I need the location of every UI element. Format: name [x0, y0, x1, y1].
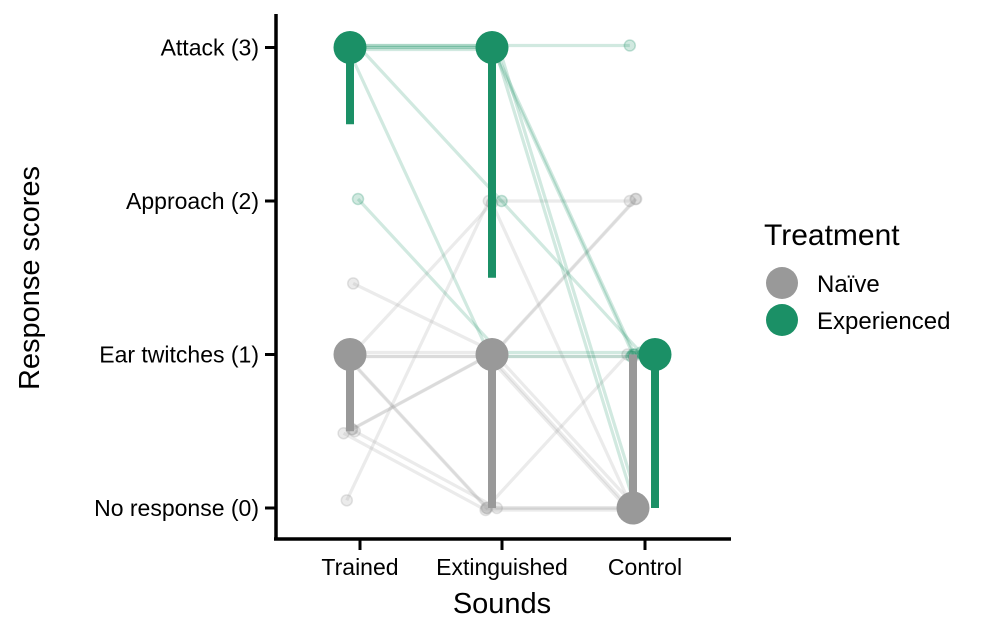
y-tick-label: Attack (3): [161, 35, 259, 61]
individual-point: [495, 194, 508, 208]
range-bars-layer: [346, 47, 659, 508]
x-tick-label: Trained: [321, 554, 398, 580]
legend-key-naive: [766, 267, 798, 299]
individual-point: [629, 192, 643, 206]
y-tick-label: Approach (2): [126, 188, 259, 214]
x-axis-title: Sounds: [453, 588, 551, 620]
individual-line: [358, 46, 644, 356]
x-tick-label: Control: [608, 554, 682, 580]
median-point: [638, 338, 672, 371]
y-axis-title: Response scores: [14, 166, 46, 390]
legend-title: Treatment: [764, 219, 900, 252]
y-axis-ticks: No response (0) Ear twitches (1) Approach …: [94, 35, 276, 521]
individual-line: [342, 431, 627, 512]
median-point: [333, 338, 367, 371]
legend: Treatment Naïve Experienced: [764, 219, 950, 336]
individual-point: [623, 39, 637, 52]
individual-line: [354, 429, 638, 510]
individual-line: [343, 353, 629, 511]
median-point: [475, 31, 509, 64]
legend-key-experienced: [766, 304, 798, 336]
median-point: [475, 338, 509, 371]
median-points-layer: [333, 31, 672, 525]
y-tick-label: No response (0): [94, 495, 259, 521]
y-tick-label: Ear twitches (1): [99, 342, 259, 368]
median-point: [616, 491, 650, 525]
median-point: [333, 31, 367, 64]
legend-label-experienced: Experienced: [817, 308, 950, 335]
individual-point: [340, 494, 354, 507]
individual-point: [346, 277, 360, 290]
individual-point: [351, 192, 365, 206]
x-axis-ticks: Trained Extinguished Control: [321, 539, 682, 580]
legend-label-naive: Naïve: [817, 271, 880, 298]
individual-point: [629, 192, 642, 206]
individual-line: [342, 350, 627, 508]
x-tick-label: Extinguished: [436, 554, 568, 580]
individual-point: [623, 194, 637, 208]
individual-line: [344, 353, 629, 510]
